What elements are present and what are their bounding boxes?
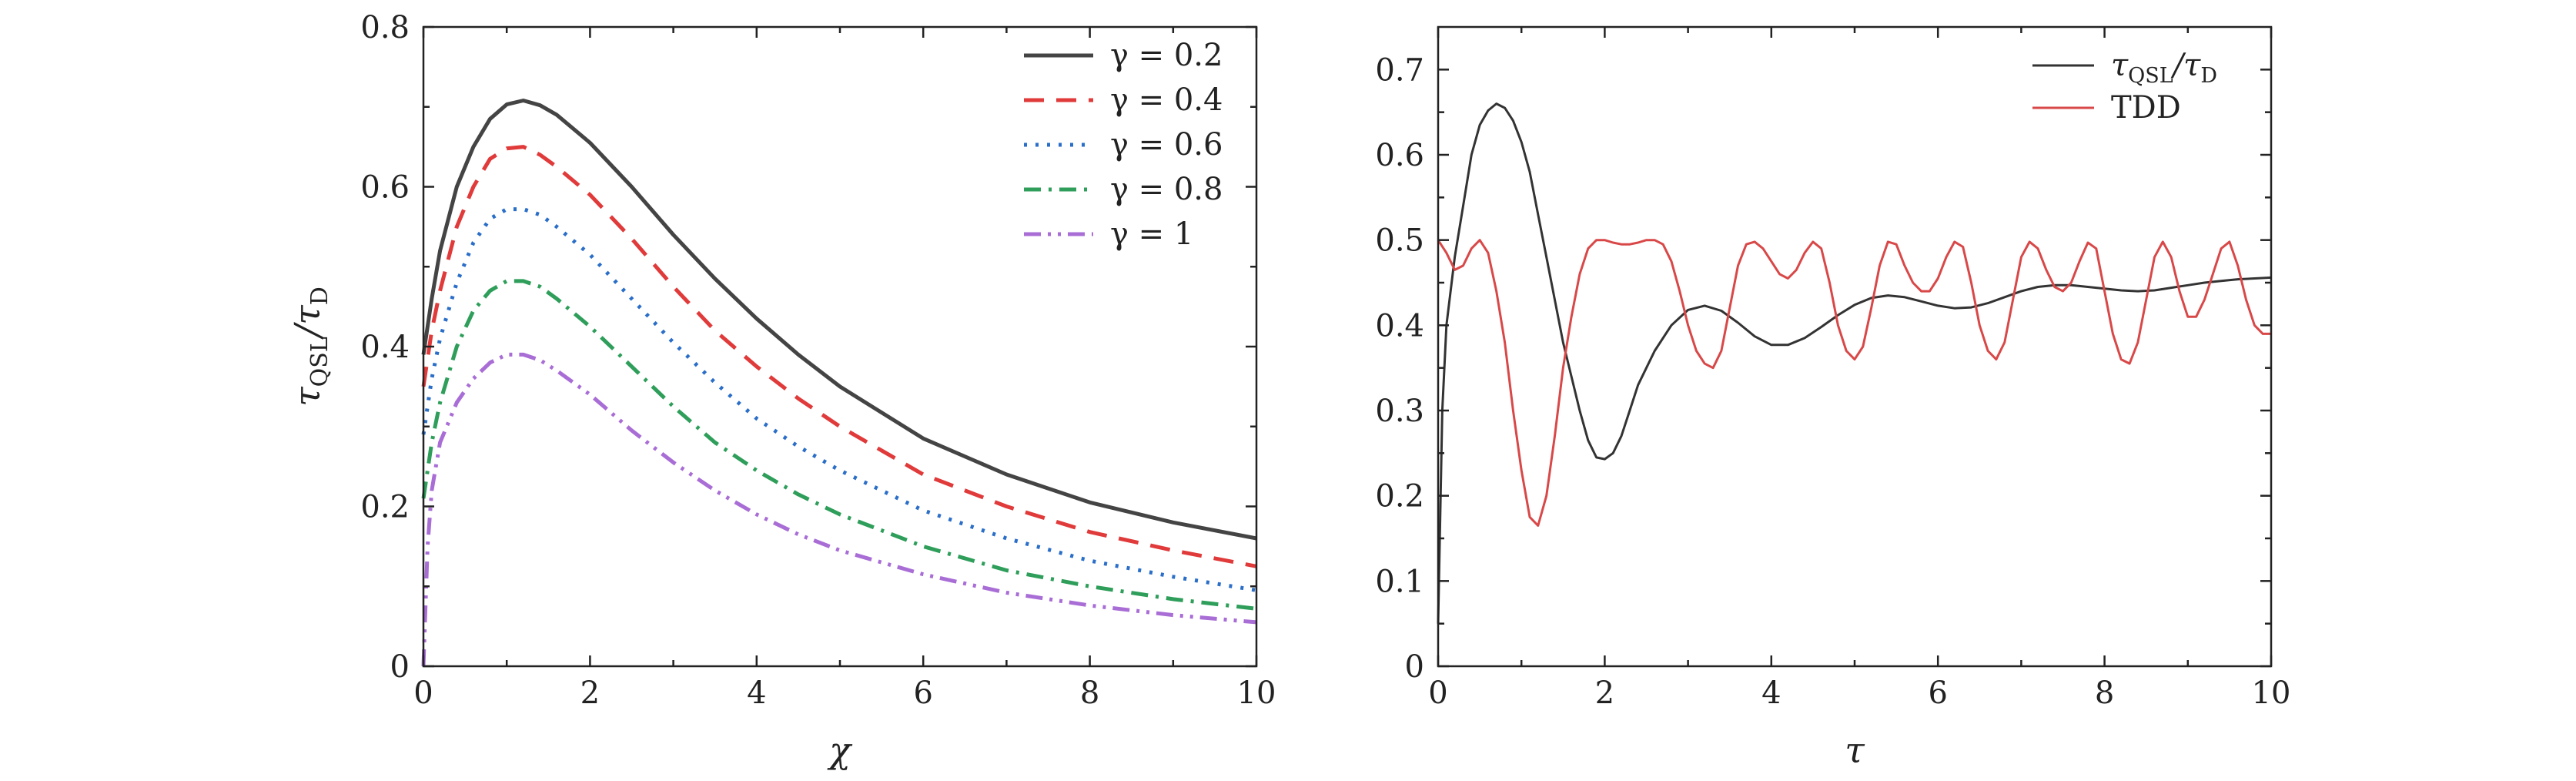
left-x-tick-label: 10 <box>1237 675 1276 711</box>
right-x-tick-label: 0 <box>1428 675 1447 711</box>
right-series-group <box>1437 102 2272 624</box>
right-y-tick-labels: 0 0.1 0.2 0.3 0.4 0.5 0.6 0.7 <box>1375 52 1424 685</box>
left-legend-label-0: γ = 0.2 <box>1110 38 1223 73</box>
left-x-tick-label: 4 <box>747 675 766 711</box>
left-y-tick-label: 0.4 <box>360 330 410 365</box>
right-series-line-1 <box>1437 239 2271 527</box>
right-legend-label-1: TDD <box>2111 90 2181 126</box>
right-y-tick-label: 0.2 <box>1375 479 1424 515</box>
left-series-line-0 <box>421 99 1257 541</box>
left-legend: γ = 0.2 γ = 0.4 γ = 0.6 γ = 0.8 γ = 1 <box>1024 38 1223 252</box>
right-x-tick-label: 4 <box>1761 675 1781 711</box>
right-y-tick-label: 0.1 <box>1375 564 1424 599</box>
left-y-tick-labels: 0 0.2 0.4 0.6 0.8 <box>360 10 410 685</box>
left-axis-ticks <box>422 25 1258 668</box>
left-y-tick-label: 0.2 <box>360 490 410 525</box>
right-x-tick-labels: 0 2 4 6 8 10 <box>1428 675 2290 711</box>
left-x-tick-label: 2 <box>580 675 600 711</box>
left-legend-label-3: γ = 0.8 <box>1110 172 1223 207</box>
right-legend-label-0: τQSL/τD <box>2111 48 2217 88</box>
right-x-tick-label: 2 <box>1595 675 1614 711</box>
left-series-line-1 <box>421 145 1257 568</box>
left-x-tick-label: 6 <box>913 675 932 711</box>
left-x-tick-label: 0 <box>413 675 433 711</box>
left-series-line-3 <box>421 279 1257 611</box>
left-x-axis-label: χ <box>827 729 853 771</box>
left-x-tick-labels: 0 2 4 6 8 10 <box>413 675 1276 711</box>
right-y-tick-label: 0.6 <box>1375 138 1424 173</box>
right-axis-ticks <box>1437 27 2273 668</box>
left-series-group <box>421 99 1257 667</box>
left-legend-label-1: γ = 0.4 <box>1110 82 1223 118</box>
right-chart: 0 2 4 6 8 10 0 0.1 0.2 0.3 0.4 0.5 0.6 0.7 τ τQSL/τD… <box>1375 25 2290 771</box>
right-y-tick-label: 0.4 <box>1375 308 1424 344</box>
right-x-tick-label: 10 <box>2252 675 2291 711</box>
right-y-tick-label: 0 <box>1405 649 1424 685</box>
right-y-tick-label: 0.5 <box>1375 223 1424 259</box>
right-y-tick-label: 0.7 <box>1375 52 1424 88</box>
right-y-tick-label: 0.3 <box>1375 394 1424 429</box>
right-x-tick-label: 6 <box>1928 675 1947 711</box>
left-y-tick-label: 0.8 <box>360 10 410 45</box>
right-series-line-0 <box>1437 102 2272 624</box>
left-y-tick-label: 0.6 <box>360 170 410 206</box>
left-legend-label-2: γ = 0.6 <box>1110 127 1223 163</box>
left-series-line-4 <box>421 352 1257 667</box>
left-chart: 0 2 4 6 8 10 00.20.40.60.8 χ τQSL/τD γ = 0.2γ… <box>286 10 1276 771</box>
left-x-tick-label: 8 <box>1080 675 1099 711</box>
left-y-tick-label: 0 <box>390 649 410 685</box>
left-legend-label-4: γ = 1 <box>1110 216 1193 252</box>
right-x-tick-label: 8 <box>2095 675 2114 711</box>
left-y-axis-label: τQSL/τD <box>286 287 333 407</box>
right-x-axis-label: τ <box>1845 729 1865 771</box>
